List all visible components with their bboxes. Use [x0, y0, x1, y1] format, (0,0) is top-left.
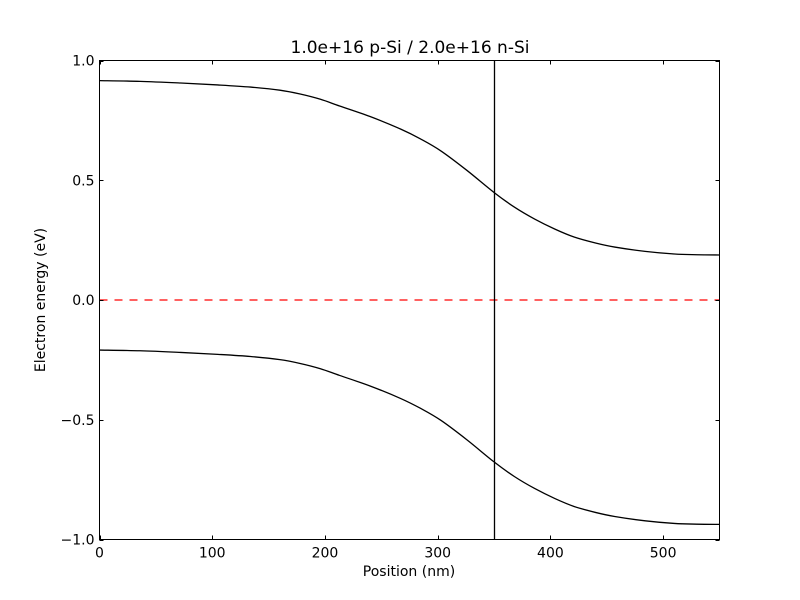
- series-layer: [99, 79, 720, 526]
- y-axis-label: Electron energy (eV): [33, 228, 49, 372]
- x-tick-label: 300: [424, 546, 451, 562]
- series-conduction-band: [99, 79, 720, 256]
- series-valence-band: [99, 349, 720, 526]
- y-tick-label: 0.5: [72, 173, 94, 189]
- y-tick-label: 0.0: [72, 293, 94, 309]
- x-tick-label: 0: [95, 546, 104, 562]
- tick-marks: [99, 60, 720, 541]
- plot-frame: [99, 60, 720, 540]
- x-tick-label: 400: [537, 546, 564, 562]
- y-axis-tick-labels: 1.0 0.5 0.0 −0.5 −1.0: [61, 54, 95, 549]
- y-tick-label: −1.0: [61, 533, 95, 549]
- x-axis-tick-labels: 0 100 200 300 400 500: [95, 546, 676, 562]
- chart-title: 1.0e+16 p-Si / 2.0e+16 n-Si: [291, 38, 530, 58]
- x-tick-label: 100: [199, 546, 226, 562]
- y-tick-label: 1.0: [72, 54, 94, 70]
- plot-area: [99, 60, 720, 541]
- x-tick-label: 500: [650, 546, 677, 562]
- y-tick-label: −0.5: [61, 413, 95, 429]
- x-axis-label: Position (nm): [363, 564, 455, 580]
- x-tick-label: 200: [312, 546, 339, 562]
